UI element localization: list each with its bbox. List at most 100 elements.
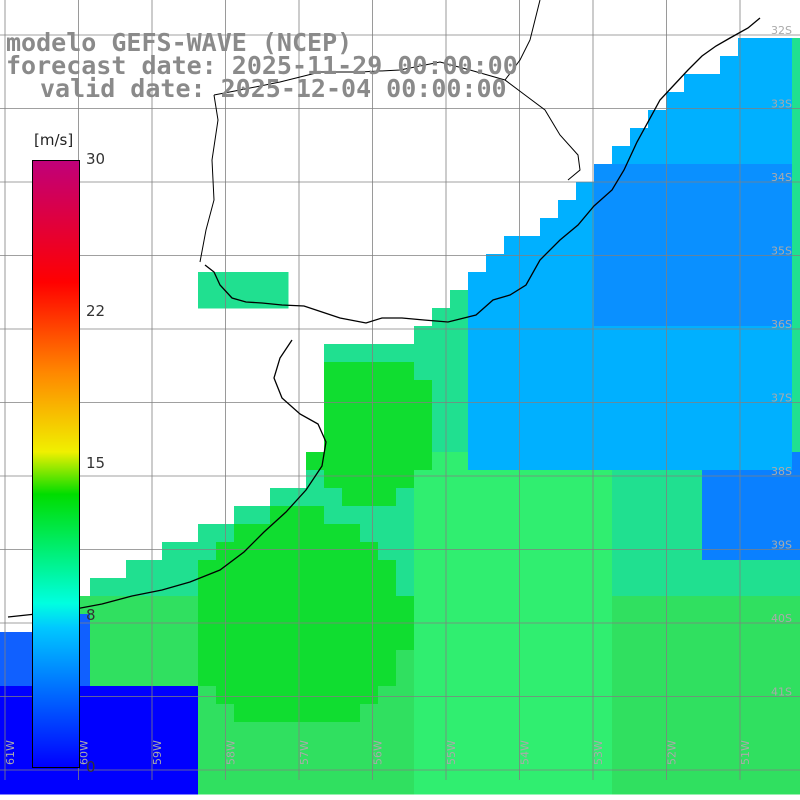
wind-speed-cell bbox=[666, 362, 685, 381]
wind-speed-cell bbox=[468, 362, 487, 381]
wind-speed-cell bbox=[378, 362, 397, 381]
wind-speed-cell bbox=[396, 758, 415, 777]
wind-speed-cell bbox=[432, 776, 451, 795]
wind-speed-cell bbox=[684, 506, 703, 525]
wind-speed-cell bbox=[648, 200, 667, 219]
wind-speed-cell bbox=[702, 200, 721, 219]
wind-speed-cell bbox=[558, 362, 577, 381]
wind-speed-cell bbox=[792, 200, 800, 219]
wind-speed-cell bbox=[594, 650, 613, 669]
wind-speed-cell bbox=[90, 776, 109, 795]
wind-speed-cell bbox=[612, 146, 631, 165]
wind-speed-cell bbox=[522, 326, 541, 345]
wind-speed-cell bbox=[792, 434, 800, 453]
wind-speed-cell bbox=[378, 398, 397, 417]
wind-speed-cell bbox=[342, 668, 361, 687]
wind-speed-cell bbox=[666, 452, 685, 471]
wind-speed-cell bbox=[108, 776, 127, 795]
wind-speed-cell bbox=[522, 452, 541, 471]
wind-speed-cell bbox=[774, 506, 793, 525]
wind-speed-cell bbox=[360, 632, 379, 651]
wind-speed-cell bbox=[360, 398, 379, 417]
wind-speed-cell bbox=[648, 182, 667, 201]
wind-speed-cell bbox=[612, 740, 631, 759]
wind-speed-cell bbox=[396, 704, 415, 723]
wind-speed-cell bbox=[270, 722, 289, 741]
wind-speed-cell bbox=[684, 632, 703, 651]
wind-speed-cell bbox=[396, 416, 415, 435]
wind-speed-cell bbox=[648, 776, 667, 795]
wind-speed-cell bbox=[108, 668, 127, 687]
wind-speed-cell bbox=[414, 362, 433, 381]
wind-speed-cell bbox=[180, 650, 199, 669]
wind-speed-cell bbox=[486, 344, 505, 363]
lat-label: 40S bbox=[771, 612, 792, 625]
wind-speed-cell bbox=[414, 470, 433, 489]
wind-speed-cell bbox=[774, 596, 793, 615]
wind-speed-cell bbox=[612, 470, 631, 489]
wind-speed-cell bbox=[594, 686, 613, 705]
wind-speed-cell bbox=[648, 434, 667, 453]
wind-speed-cell bbox=[558, 272, 577, 291]
wind-speed-cell bbox=[504, 416, 523, 435]
wind-speed-cell bbox=[414, 578, 433, 597]
wind-speed-cell bbox=[432, 560, 451, 579]
wind-speed-cell bbox=[558, 416, 577, 435]
wind-speed-cell bbox=[252, 542, 271, 561]
wind-speed-cell bbox=[432, 488, 451, 507]
lat-label: 38S bbox=[771, 465, 792, 478]
wind-speed-cell bbox=[18, 686, 37, 705]
wind-speed-cell bbox=[450, 398, 469, 417]
wind-speed-cell bbox=[540, 596, 559, 615]
wind-speed-cell bbox=[738, 164, 757, 183]
wind-speed-cell bbox=[792, 542, 800, 561]
wind-speed-cell bbox=[18, 668, 37, 687]
wind-speed-cell bbox=[504, 722, 523, 741]
wind-speed-cell bbox=[324, 524, 343, 543]
wind-speed-cell bbox=[180, 686, 199, 705]
wind-speed-cell bbox=[612, 596, 631, 615]
wind-speed-cell bbox=[432, 452, 451, 471]
wind-speed-cell bbox=[594, 290, 613, 309]
wind-speed-cell bbox=[792, 524, 800, 543]
wind-speed-cell bbox=[396, 596, 415, 615]
wind-speed-cell bbox=[702, 128, 721, 147]
wind-speed-cell bbox=[612, 308, 631, 327]
wind-speed-cell bbox=[450, 542, 469, 561]
wind-speed-cell bbox=[432, 470, 451, 489]
wind-speed-cell bbox=[774, 704, 793, 723]
wind-speed-cell bbox=[558, 722, 577, 741]
wind-speed-cell bbox=[684, 146, 703, 165]
lat-label: 34S bbox=[771, 171, 792, 184]
wind-speed-cell bbox=[540, 398, 559, 417]
wind-speed-cell bbox=[396, 650, 415, 669]
wind-speed-cell bbox=[468, 596, 487, 615]
wind-speed-cell bbox=[540, 326, 559, 345]
wind-speed-cell bbox=[90, 596, 109, 615]
wind-speed-cell bbox=[738, 506, 757, 525]
wind-speed-cell bbox=[612, 344, 631, 363]
colorbar-tick-8: 8 bbox=[86, 606, 96, 624]
wind-speed-cell bbox=[108, 578, 127, 597]
wind-speed-cell bbox=[630, 344, 649, 363]
wind-speed-cell bbox=[630, 146, 649, 165]
wind-speed-cell bbox=[414, 416, 433, 435]
wind-speed-cell bbox=[432, 668, 451, 687]
wind-speed-cell bbox=[306, 632, 325, 651]
wind-speed-cell bbox=[162, 650, 181, 669]
wind-speed-cell bbox=[342, 380, 361, 399]
wind-speed-cell bbox=[522, 632, 541, 651]
lon-label: 55W bbox=[445, 740, 458, 765]
wind-speed-cell bbox=[378, 470, 397, 489]
wind-speed-cell bbox=[252, 596, 271, 615]
wind-speed-cell bbox=[720, 74, 739, 93]
wind-speed-cell bbox=[198, 740, 217, 759]
wind-speed-cell bbox=[756, 290, 775, 309]
wind-speed-cell bbox=[648, 686, 667, 705]
wind-speed-cell bbox=[630, 560, 649, 579]
wind-speed-cell bbox=[414, 398, 433, 417]
wind-speed-cell bbox=[432, 416, 451, 435]
wind-speed-cell bbox=[108, 686, 127, 705]
wind-speed-cell bbox=[738, 74, 757, 93]
wind-speed-cell bbox=[792, 272, 800, 291]
